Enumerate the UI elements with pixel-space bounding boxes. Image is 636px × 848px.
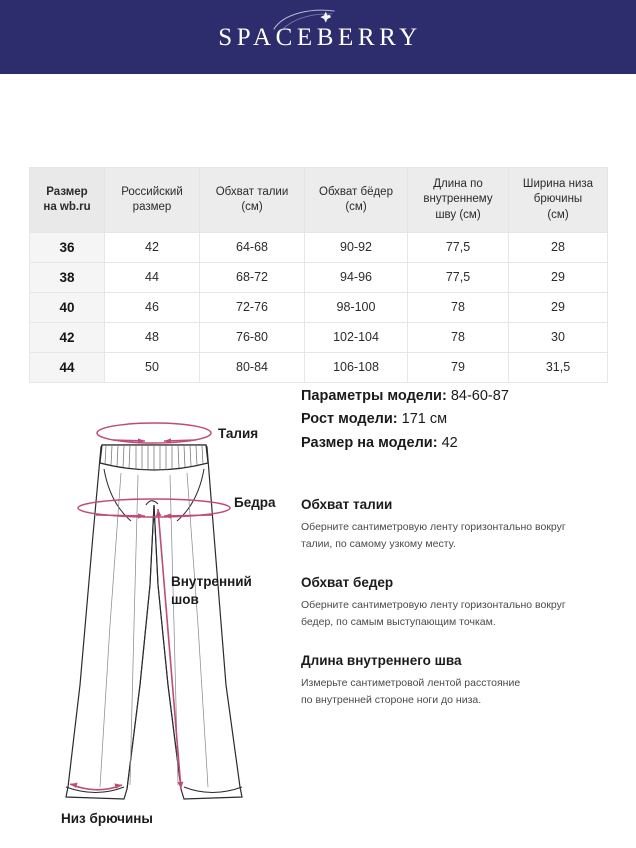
measure-desc-inseam: Измерьте сантиметровой лентой расстояние… bbox=[301, 675, 621, 709]
pants-diagram-svg: Талия Бедра Внутренний шов Низ брючины bbox=[61, 422, 276, 826]
cell-inseam: 77,5 bbox=[407, 231, 509, 263]
cell-waist: 76-80 bbox=[199, 321, 305, 353]
cell-inseam: 78 bbox=[407, 321, 509, 353]
cell-hem-width: 30 bbox=[508, 321, 608, 353]
measure-title-waist: Обхват талии bbox=[301, 497, 393, 513]
cell-hem-width: 28 bbox=[508, 231, 608, 263]
cell-ru-size: 42 bbox=[104, 231, 200, 263]
cell-hips: 106-108 bbox=[304, 351, 408, 383]
cell-wb-size: 44 bbox=[29, 351, 105, 383]
col-header-wb-size: Размер на wb.ru bbox=[29, 167, 105, 233]
measure-desc-hips: Оберните сантиметровую ленту горизонталь… bbox=[301, 597, 621, 631]
col-header-hem-width: Ширина низа брючины (см) bbox=[508, 167, 608, 233]
measure-desc-waist-line2: талии, по самому узкому месту. bbox=[301, 538, 456, 551]
cell-waist: 80-84 bbox=[199, 351, 305, 383]
measure-desc-inseam-line2: по внутренней стороне ноги до низа. bbox=[301, 694, 482, 707]
measure-desc-inseam-line1: Измерьте сантиметровой лентой расстояние bbox=[301, 677, 521, 690]
model-size-label: Размер на модели: bbox=[301, 434, 438, 451]
table-body: 36 42 64-68 90-92 77,5 28 38 44 68-72 94… bbox=[29, 231, 608, 383]
model-height-value: 171 см bbox=[401, 411, 448, 428]
cell-waist: 72-76 bbox=[199, 291, 305, 323]
table-row: 40 46 72-76 98-100 78 29 bbox=[29, 291, 608, 323]
pants-drape-lines bbox=[99, 472, 209, 788]
cell-hem-width: 31,5 bbox=[508, 351, 608, 383]
cell-inseam: 79 bbox=[407, 351, 509, 383]
cell-hips: 102-104 bbox=[304, 321, 408, 353]
cell-hips: 94-96 bbox=[304, 261, 408, 293]
inseam-measure-indicator bbox=[155, 508, 184, 790]
size-chart-table-wrapper: Размер на wb.ru Российский размер Обхват т… bbox=[29, 167, 608, 383]
model-height-label: Рост модели: bbox=[301, 411, 398, 428]
pants-measurement-diagram: Талия Бедра Внутренний шов Низ брючины bbox=[18, 385, 290, 848]
cell-inseam: 77,5 bbox=[407, 261, 509, 293]
model-and-measurement-info: Параметры модели: 84-60-87 Рост модели: … bbox=[301, 385, 621, 709]
measure-block-inseam: Длина внутреннего шва Измерьте сантиметр… bbox=[301, 653, 621, 709]
model-params-line: Параметры модели: 84-60-87 bbox=[301, 385, 621, 408]
cell-hips: 98-100 bbox=[304, 291, 408, 323]
brand-header-banner: SPACEBERRY bbox=[0, 0, 636, 74]
measure-title-inseam: Длина внутреннего шва bbox=[301, 653, 462, 669]
cell-waist: 64-68 bbox=[199, 231, 305, 263]
table-row: 44 50 80-84 106-108 79 31,5 bbox=[29, 351, 608, 383]
measure-block-waist: Обхват талии Оберните сантиметровую лент… bbox=[301, 497, 621, 553]
brand-wordmark: SPACEBERRY bbox=[218, 23, 422, 51]
cell-waist: 68-72 bbox=[199, 261, 305, 293]
waist-measure-indicator bbox=[96, 422, 212, 444]
measure-block-hips: Обхват бедер Оберните сантиметровую лент… bbox=[301, 575, 621, 631]
cell-ru-size: 46 bbox=[104, 291, 200, 323]
cell-ru-size: 50 bbox=[104, 351, 200, 383]
hips-measure-indicator bbox=[77, 498, 231, 519]
brand-lockup: SPACEBERRY bbox=[214, 0, 421, 74]
table-head: Размер на wb.ru Российский размер Обхват т… bbox=[29, 167, 608, 233]
label-hem: Низ брючины bbox=[61, 811, 153, 826]
cell-wb-size: 36 bbox=[29, 231, 105, 263]
model-info-group: Параметры модели: 84-60-87 Рост модели: … bbox=[301, 385, 621, 455]
cell-hips: 90-92 bbox=[304, 231, 408, 263]
label-inseam-line2: шов bbox=[171, 592, 199, 607]
model-params-label: Параметры модели: bbox=[301, 388, 447, 404]
model-size-value: 42 bbox=[441, 434, 458, 451]
model-params-value: 84-60-87 bbox=[450, 388, 509, 404]
measure-desc-hips-line1: Оберните сантиметровую ленту горизонталь… bbox=[301, 599, 566, 612]
col-header-waist: Обхват талии (см) bbox=[199, 167, 305, 233]
measure-desc-hips-line2: бедер, по самым выступающим точкам. bbox=[301, 616, 496, 629]
label-hips: Бедра bbox=[234, 495, 276, 510]
crotch-mark-icon bbox=[145, 500, 159, 506]
pants-outline bbox=[65, 444, 243, 800]
hem-width-measure-indicator bbox=[69, 782, 123, 791]
col-header-inseam: Длина по внутреннему шву (см) bbox=[407, 167, 509, 233]
col-header-ru-size: Российский размер bbox=[104, 167, 200, 233]
size-chart-table: Размер на wb.ru Российский размер Обхват т… bbox=[29, 167, 608, 383]
measure-desc-waist-line1: Оберните сантиметровую ленту горизонталь… bbox=[301, 521, 566, 534]
model-height-line: Рост модели: 171 см bbox=[301, 408, 621, 431]
pants-hem-curves bbox=[65, 786, 243, 794]
pants-pocket-lines bbox=[103, 468, 205, 522]
table-header-row: Размер на wb.ru Российский размер Обхват т… bbox=[29, 167, 608, 233]
pants-inner-seam-lines bbox=[126, 504, 182, 790]
cell-ru-size: 48 bbox=[104, 321, 200, 353]
cell-wb-size: 38 bbox=[29, 261, 105, 293]
cell-hem-width: 29 bbox=[508, 291, 608, 323]
cell-inseam: 78 bbox=[407, 291, 509, 323]
measure-desc-waist: Оберните сантиметровую ленту горизонталь… bbox=[301, 519, 621, 553]
pants-waistband bbox=[99, 444, 209, 471]
table-row: 36 42 64-68 90-92 77,5 28 bbox=[29, 231, 608, 263]
cell-hem-width: 29 bbox=[508, 261, 608, 293]
cell-wb-size: 42 bbox=[29, 321, 105, 353]
table-row: 42 48 76-80 102-104 78 30 bbox=[29, 321, 608, 353]
model-size-line: Размер на модели: 42 bbox=[301, 432, 621, 455]
cell-ru-size: 44 bbox=[104, 261, 200, 293]
cell-wb-size: 40 bbox=[29, 291, 105, 323]
label-inseam-line1: Внутренний bbox=[171, 574, 252, 589]
label-waist: Талия bbox=[218, 426, 258, 441]
measure-title-hips: Обхват бедер bbox=[301, 575, 394, 591]
lower-section: Талия Бедра Внутренний шов Низ брючины П… bbox=[0, 385, 636, 848]
table-row: 38 44 68-72 94-96 77,5 29 bbox=[29, 261, 608, 293]
col-header-hips: Обхват бёдер (см) bbox=[304, 167, 408, 233]
